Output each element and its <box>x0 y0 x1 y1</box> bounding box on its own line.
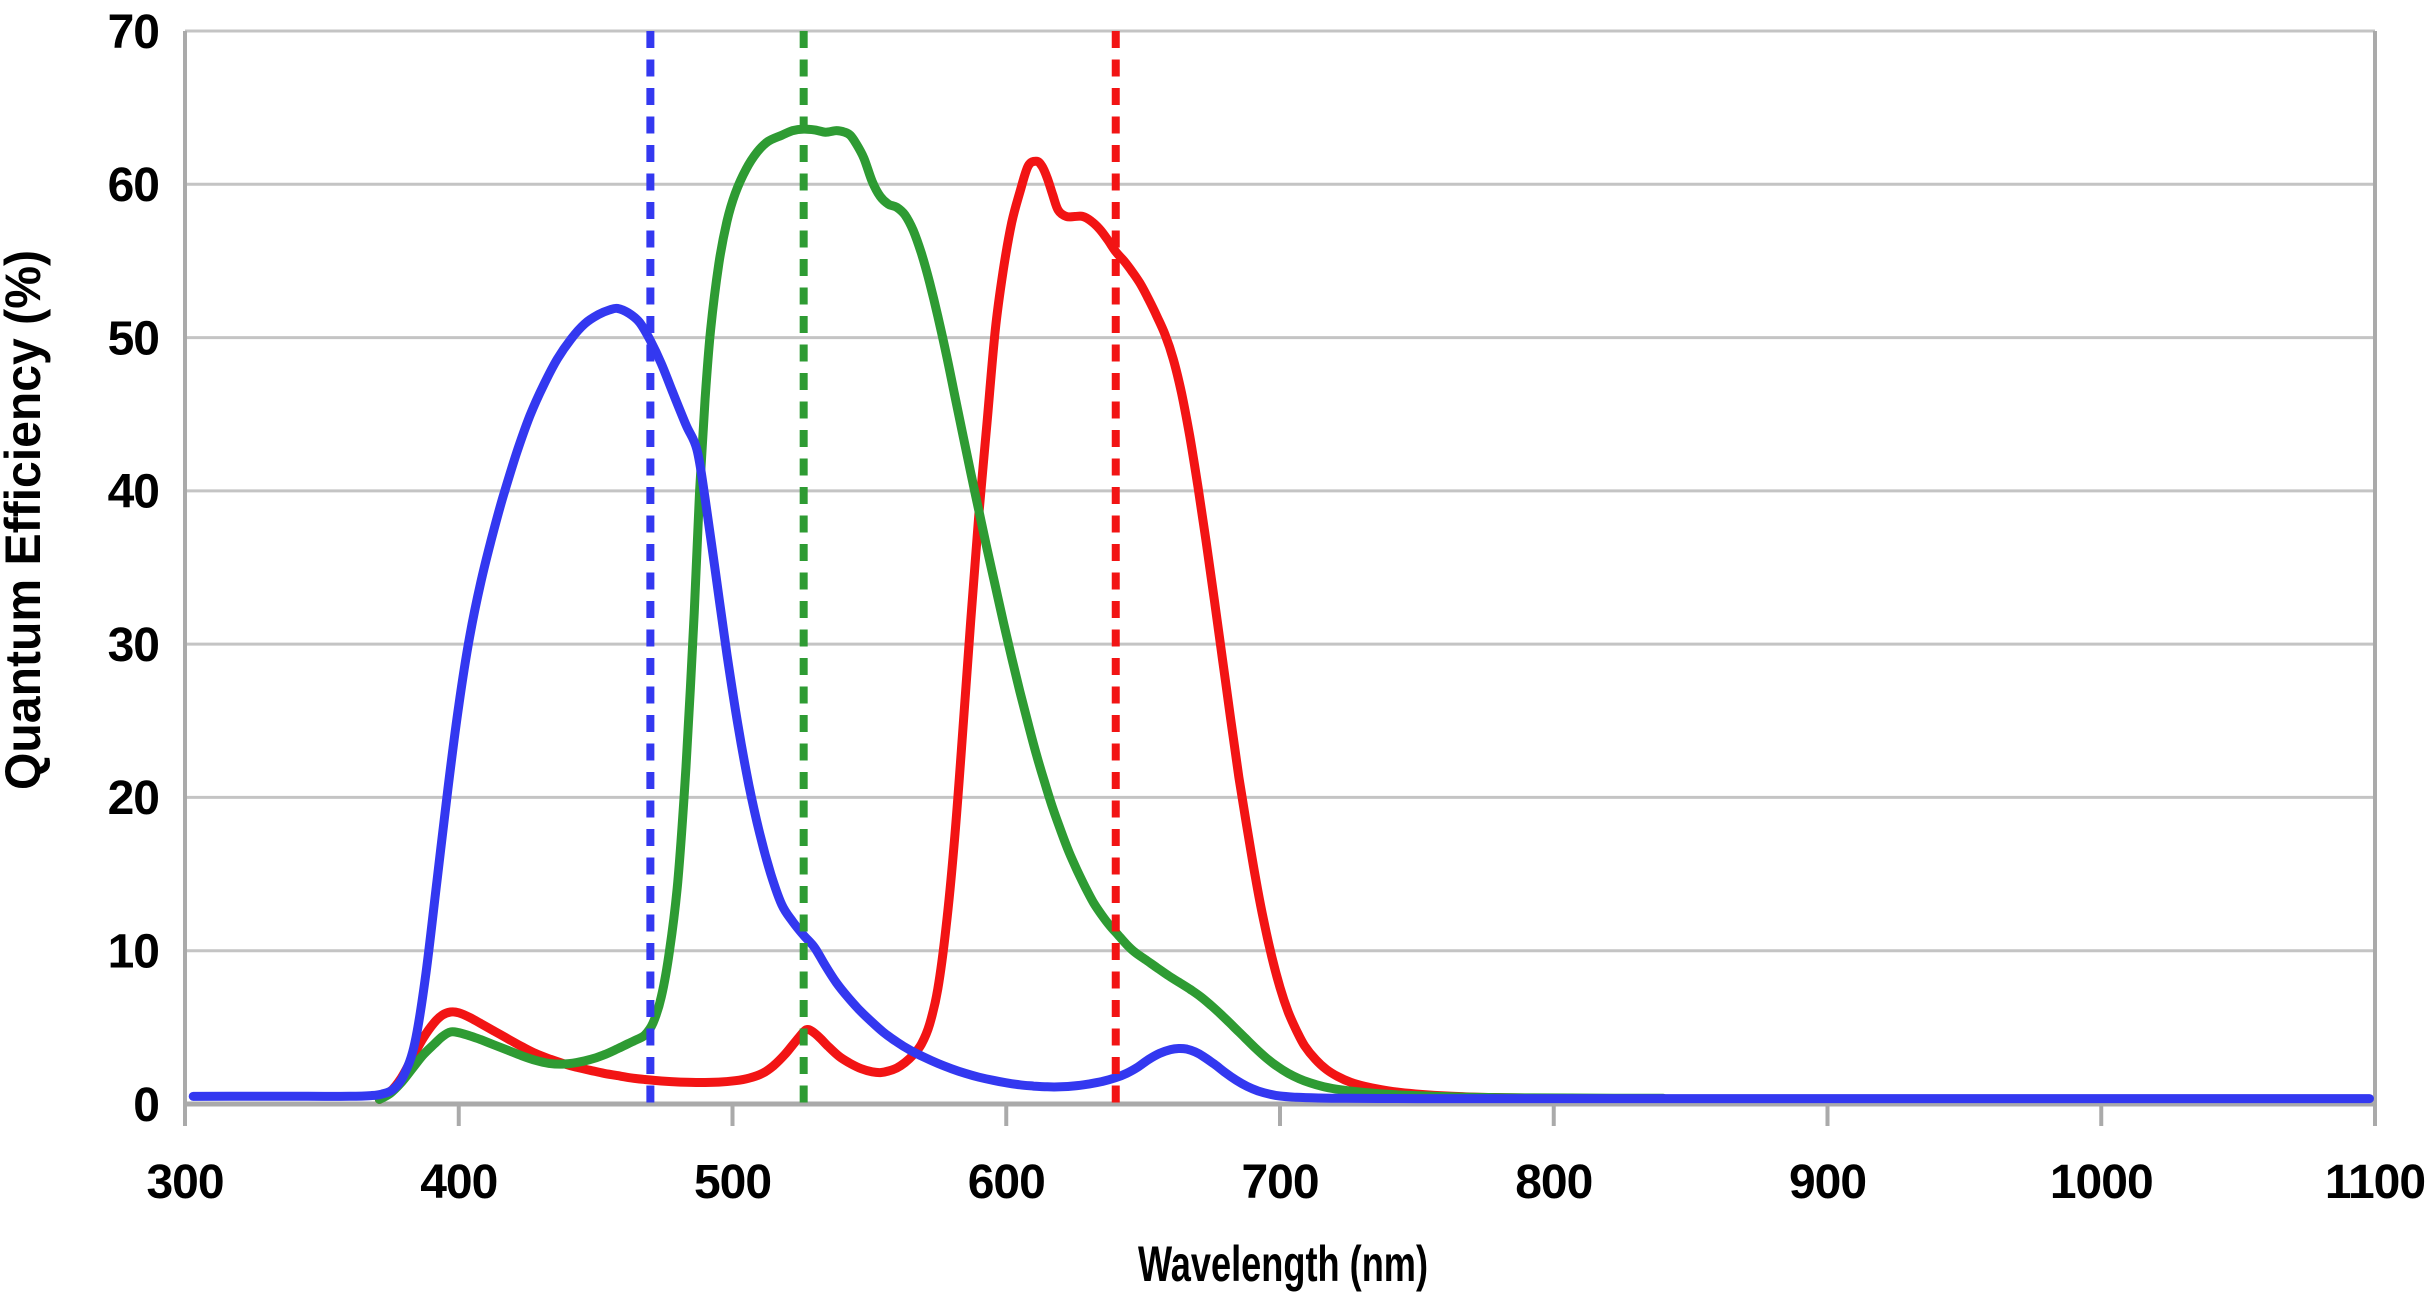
y-tick-label-40: 40 <box>108 466 159 519</box>
y-tick-label-30: 30 <box>108 619 159 672</box>
x-tick-label-400: 400 <box>420 1156 497 1209</box>
series-line-blue-channel <box>188 303 2374 1104</box>
y-tick-label-0: 0 <box>133 1079 159 1132</box>
y-tick-labels: 0 10 20 30 40 50 60 70 <box>108 6 160 1132</box>
y-tick-label-10: 10 <box>108 926 159 979</box>
x-tick-label-800: 800 <box>1515 1156 1592 1209</box>
y-axis-title: Quantum Efficiency (%) <box>0 250 51 790</box>
x-tick-label-600: 600 <box>968 1156 1045 1209</box>
series-line-green-channel <box>374 124 1668 1104</box>
x-axis-title: Wavelength (nm) <box>1138 1236 1428 1292</box>
y-tick-label-50: 50 <box>108 312 159 365</box>
x-tick-label-300: 300 <box>146 1156 223 1209</box>
x-tick-labels: 300 400 500 600 700 800 900 1000 1100 <box>146 1156 2426 1209</box>
x-tick-label-1100: 1100 <box>2325 1156 2425 1209</box>
x-tick-label-500: 500 <box>694 1156 771 1209</box>
axes-layer <box>183 31 2377 1126</box>
series-line-red-channel <box>374 156 1581 1104</box>
series-curves-layer <box>188 124 2374 1104</box>
y-tick-label-60: 60 <box>108 159 159 212</box>
gridlines-layer <box>185 29 2375 1107</box>
x-tick-label-700: 700 <box>1241 1156 1318 1209</box>
reference-lines-layer <box>646 31 1120 1104</box>
x-tick-label-1000: 1000 <box>2050 1156 2153 1209</box>
x-tick-label-900: 900 <box>1789 1156 1866 1209</box>
y-tick-label-70: 70 <box>108 6 159 59</box>
y-tick-label-20: 20 <box>108 772 159 825</box>
